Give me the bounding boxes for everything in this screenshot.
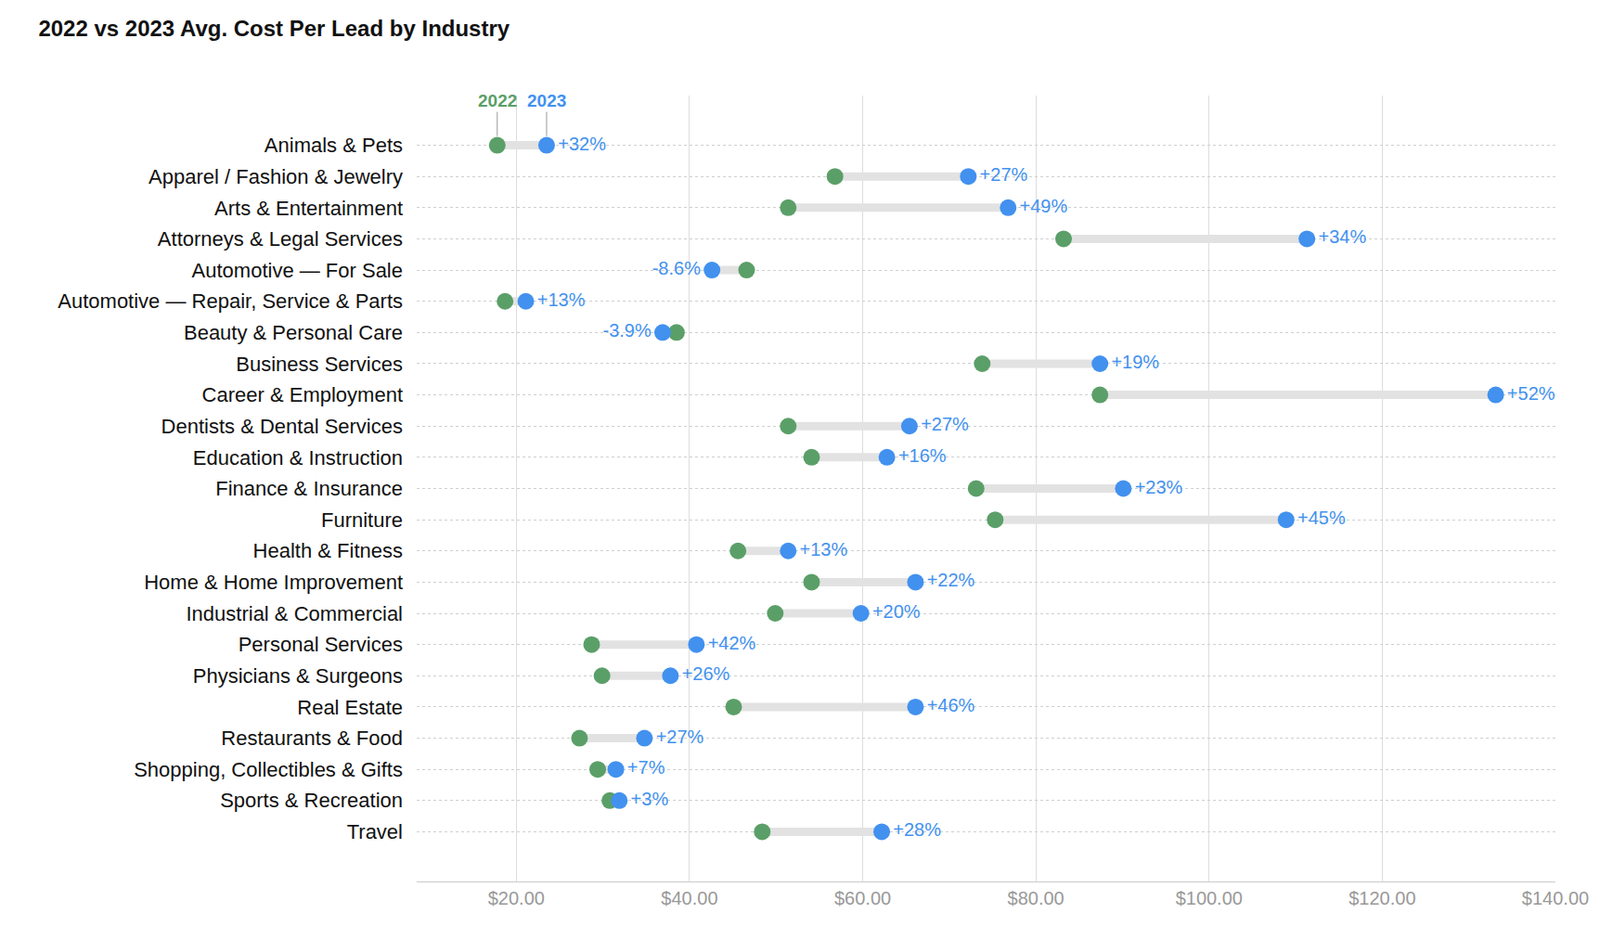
svg-text:Restaurants & Food: Restaurants & Food [220,726,403,750]
svg-text:2022 vs 2023 Avg. Cost Per Lea: 2022 vs 2023 Avg. Cost Per Lead by Indus… [38,15,510,41]
svg-text:Apparel / Fashion & Jewelry: Apparel / Fashion & Jewelry [148,165,403,189]
svg-text:$60.00: $60.00 [834,888,891,909]
svg-text:$40.00: $40.00 [660,888,718,909]
svg-text:Finance & Insurance: Finance & Insurance [215,477,403,501]
svg-text:Beauty & Personal Care: Beauty & Personal Care [183,321,403,345]
svg-text:+13%: +13% [537,289,586,310]
svg-text:Career & Employment: Career & Employment [202,383,403,407]
svg-text:+20%: +20% [872,601,921,622]
svg-text:Automotive — Repair, Service &: Automotive — Repair, Service & Parts [57,289,403,313]
svg-text:Personal Services: Personal Services [238,632,403,657]
svg-text:Business Services: Business Services [235,352,403,376]
svg-text:-8.6%: -8.6% [652,258,701,279]
svg-text:$80.00: $80.00 [1007,888,1065,909]
svg-text:2023: 2023 [527,90,567,111]
svg-text:+26%: +26% [682,663,731,684]
svg-text:+32%: +32% [557,133,607,155]
svg-text:+7%: +7% [627,757,666,778]
svg-text:Physicians & Surgeons: Physicians & Surgeons [193,664,403,688]
svg-text:Sports & Recreation: Sports & Recreation [219,788,403,813]
svg-text:Education & Instruction: Education & Instruction [193,446,403,470]
svg-text:+16%: +16% [898,445,947,466]
svg-text:Health & Fitness: Health & Fitness [253,539,403,563]
svg-text:+42%: +42% [708,632,757,654]
svg-text:Furniture: Furniture [321,508,403,532]
svg-text:Travel: Travel [347,820,403,844]
svg-text:+13%: +13% [800,539,849,560]
svg-text:Industrial & Commercial: Industrial & Commercial [185,602,403,626]
svg-text:+19%: +19% [1110,351,1160,373]
svg-text:+45%: +45% [1297,507,1346,529]
svg-text:+46%: +46% [927,695,976,716]
svg-text:+49%: +49% [1019,195,1069,217]
svg-text:Automotive — For Sale: Automotive — For Sale [192,258,403,283]
svg-text:Attorneys & Legal Services: Attorneys & Legal Services [157,227,403,251]
svg-text:2022: 2022 [477,90,517,111]
svg-text:+52%: +52% [1507,383,1556,404]
svg-text:+27%: +27% [656,726,705,748]
svg-text:+3%: +3% [631,788,670,810]
svg-text:$140.00: $140.00 [1522,888,1589,909]
svg-text:$120.00: $120.00 [1348,888,1416,909]
svg-text:$100.00: $100.00 [1175,888,1243,909]
svg-text:+27%: +27% [920,413,969,435]
svg-text:-3.9%: -3.9% [602,320,651,341]
svg-text:Shopping, Collectibles & Gifts: Shopping, Collectibles & Gifts [133,758,403,782]
svg-text:+27%: +27% [980,164,1029,185]
svg-text:Home & Home Improvement: Home & Home Improvement [143,570,403,594]
svg-text:Arts & Entertainment: Arts & Entertainment [214,196,403,220]
svg-text:+28%: +28% [892,819,942,840]
svg-text:Real Estate: Real Estate [296,696,403,720]
svg-text:+23%: +23% [1135,477,1184,498]
svg-text:+22%: +22% [927,569,976,591]
svg-text:$20.00: $20.00 [488,888,545,909]
svg-text:+34%: +34% [1317,226,1367,247]
svg-text:Dentists & Dental Services: Dentists & Dental Services [161,414,403,439]
svg-text:Animals & Pets: Animals & Pets [264,133,403,157]
